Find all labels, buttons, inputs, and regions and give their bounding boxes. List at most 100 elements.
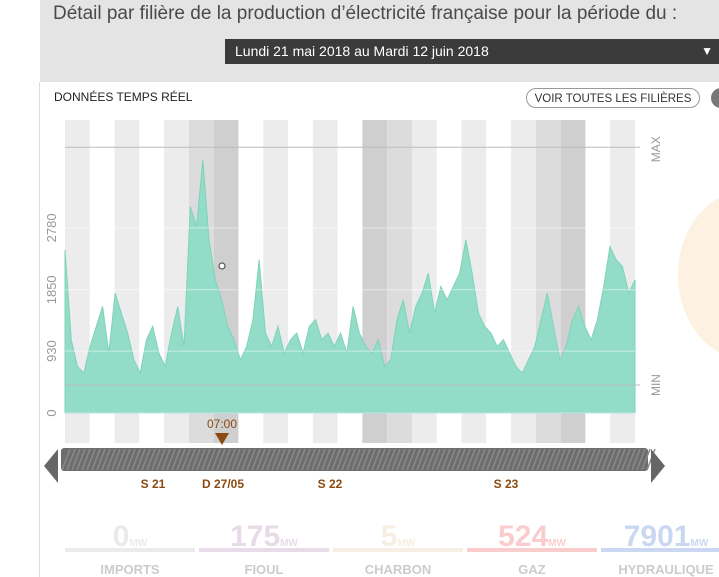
hatch — [201, 448, 211, 471]
period-select[interactable]: Lundi 21 mai 2018 au Mardi 12 juin 2018 ▼ — [225, 39, 719, 64]
hatch — [266, 448, 276, 471]
hatch — [296, 448, 306, 471]
hover-point — [218, 262, 226, 270]
hatch — [401, 448, 411, 471]
hatch — [386, 448, 396, 471]
hatch — [601, 448, 611, 471]
hatch — [251, 448, 261, 471]
hatch — [526, 448, 536, 471]
hatch — [326, 448, 336, 471]
tile-unit: MW — [129, 538, 148, 549]
hatch — [291, 448, 301, 471]
tile-unit: MW — [397, 538, 416, 549]
tile-label: IMPORTS — [100, 562, 160, 577]
tile-bar — [601, 548, 719, 552]
hatch — [126, 448, 136, 471]
hatch — [236, 448, 246, 471]
hatch — [91, 448, 101, 471]
tile[interactable]: 5MW CHARBON — [333, 520, 463, 577]
hatch — [171, 448, 181, 471]
hatch — [371, 448, 381, 471]
hatch — [366, 448, 376, 471]
hatch — [496, 448, 506, 471]
reference-label: MIN — [649, 374, 663, 396]
tile-bar — [65, 548, 195, 552]
hatch — [261, 448, 271, 471]
tile-value-box: 175MW — [199, 520, 329, 554]
tile-value-box: 5MW — [333, 520, 463, 554]
hatch — [511, 448, 521, 471]
hatch — [576, 448, 586, 471]
title: Détail par filière de la production d’él… — [53, 3, 678, 24]
hatch — [591, 448, 601, 471]
hatch — [206, 448, 216, 471]
tile[interactable]: 524MW GAZ — [467, 520, 597, 577]
hatch — [301, 448, 311, 471]
hatch — [351, 448, 361, 471]
hatch — [396, 448, 406, 471]
y-tick-label: 0 — [44, 409, 59, 416]
hatch — [456, 448, 466, 471]
all-sources-button[interactable]: VOIR TOUTES LES FILIÈRES — [526, 88, 700, 108]
y-tick-label: 930 — [44, 340, 59, 362]
tile-unit: MW — [548, 538, 566, 549]
hatch — [86, 448, 96, 471]
hatch — [111, 448, 121, 471]
hatch — [621, 448, 631, 471]
hatch — [426, 448, 436, 471]
hatch — [321, 448, 331, 471]
hatch — [66, 448, 76, 471]
tile-bar — [199, 548, 329, 552]
hatch — [481, 448, 491, 471]
hatch — [281, 448, 291, 471]
hatch — [341, 448, 351, 471]
arrow-left — [44, 449, 58, 483]
hatch — [331, 448, 341, 471]
hatch — [611, 448, 621, 471]
tile[interactable]: 175MW FIOUL — [199, 520, 329, 577]
hatch — [76, 448, 86, 471]
hatch — [226, 448, 236, 471]
hatch — [181, 448, 191, 471]
hatch — [501, 448, 511, 471]
hatch — [566, 448, 576, 471]
hatch — [551, 448, 561, 471]
hatch — [106, 448, 116, 471]
hatch — [131, 448, 141, 471]
hatch — [546, 448, 556, 471]
hatch — [536, 448, 546, 471]
y-tick-label: 1850 — [44, 275, 59, 304]
hatch — [311, 448, 321, 471]
hatch — [431, 448, 441, 471]
hatch — [586, 448, 596, 471]
hatch — [316, 448, 326, 471]
tile-bar — [467, 548, 597, 552]
toggle[interactable] — [711, 88, 719, 108]
hatch — [531, 448, 541, 471]
tile-value: 524 — [498, 520, 549, 553]
hatch — [151, 448, 161, 471]
divider — [39, 82, 40, 577]
reference-label: MAX — [649, 136, 663, 162]
hatch — [641, 448, 651, 471]
hatch — [161, 448, 171, 471]
tile[interactable]: 0MW IMPORTS — [65, 520, 195, 577]
realtime-label: DONNÉES TEMPS RÉEL — [54, 90, 193, 104]
hatch — [121, 448, 131, 471]
hatch — [211, 448, 221, 471]
header: Détail par filière de la production d’él… — [40, 0, 719, 82]
hatch — [521, 448, 531, 471]
tile[interactable]: 7901MW HYDRAULIQUE — [601, 520, 719, 577]
hatch — [636, 448, 646, 471]
week-label: S 23 — [494, 477, 519, 491]
hatch — [406, 448, 416, 471]
tile-value-box: 524MW — [467, 520, 597, 554]
hatch — [101, 448, 111, 471]
hatch — [166, 448, 176, 471]
hatch — [476, 448, 486, 471]
hatch — [606, 448, 616, 471]
hatch — [421, 448, 431, 471]
hatch — [196, 448, 206, 471]
hatch — [596, 448, 606, 471]
